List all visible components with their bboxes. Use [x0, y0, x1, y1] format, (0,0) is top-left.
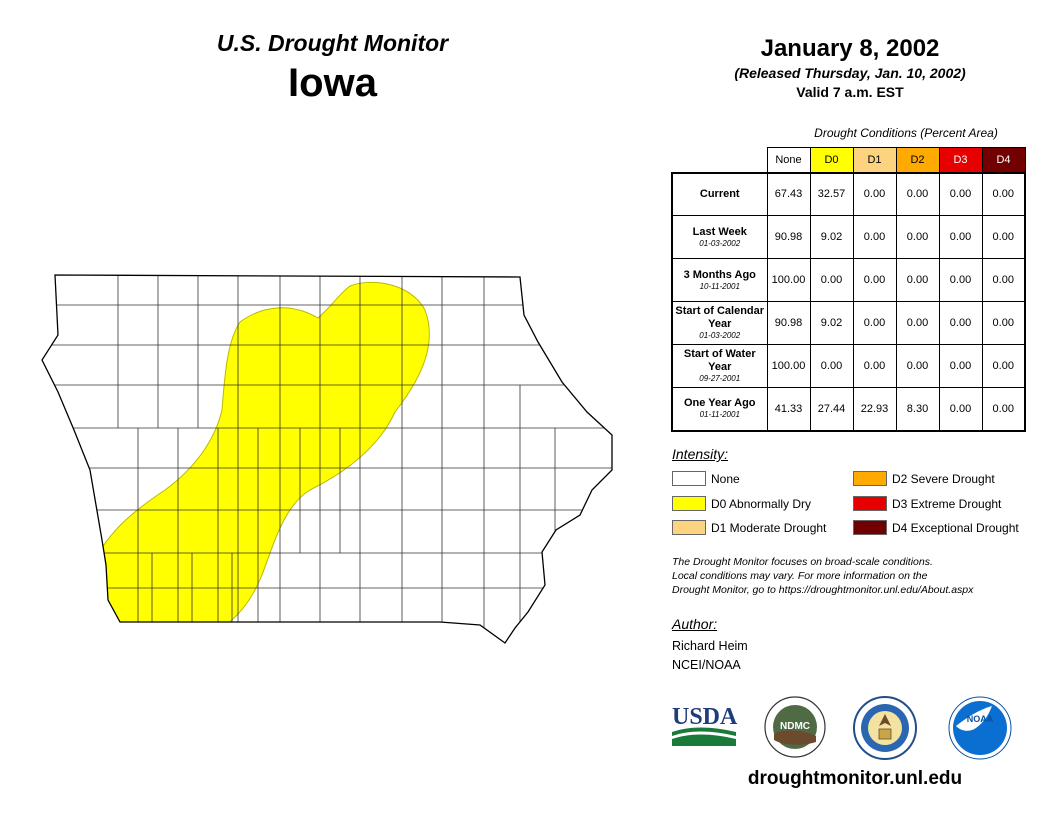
table-cell: 0.00 — [852, 344, 897, 388]
table-cell: 100.00 — [766, 344, 811, 388]
table-cell: 90.98 — [766, 215, 811, 259]
row-label: Start of Water Year 09-27-2001 — [671, 344, 768, 388]
col-header: D1 — [852, 147, 897, 173]
map-date: January 8, 2002 — [760, 35, 940, 62]
col-header: D2 — [895, 147, 940, 173]
table-cell: 0.00 — [981, 215, 1026, 259]
table-row: Start of Calendar Year 01-03-2002 90.98 9… — [671, 301, 1026, 345]
table-cell: 0.00 — [895, 215, 940, 259]
released-date: (Released Thursday, Jan. 10, 2002) — [734, 65, 966, 81]
legend-item-d0: D0 Abnormally Dry — [672, 496, 811, 511]
author-title: Author: — [672, 616, 718, 632]
col-header: D4 — [981, 147, 1026, 173]
legend-swatch — [853, 496, 887, 511]
table-cell: 0.00 — [938, 387, 983, 432]
table-cell: 0.00 — [895, 301, 940, 345]
table-row: Last Week 01-03-2002 90.98 9.02 0.00 0.00… — [671, 215, 1026, 259]
valid-time: Valid 7 a.m. EST — [796, 84, 904, 100]
author-org: NCEI/NOAA — [672, 658, 741, 672]
table-cell: 67.43 — [766, 171, 811, 216]
table-cell: 0.00 — [895, 344, 940, 388]
drought-conditions-table: None D0 D1 D2 D3 D4 Current 67.43 32.57 … — [671, 147, 1026, 432]
table-cell: 0.00 — [938, 301, 983, 345]
row-label: Current — [671, 171, 768, 216]
table-cell: 0.00 — [981, 258, 1026, 302]
legend-item-d4: D4 Exceptional Drought — [853, 520, 1019, 535]
author-name: Richard Heim — [672, 639, 748, 653]
legend-item-d1: D1 Moderate Drought — [672, 520, 826, 535]
legend-swatch — [853, 471, 887, 486]
legend-swatch — [672, 520, 706, 535]
table-cell: 0.00 — [809, 258, 854, 302]
svg-text:NDMC: NDMC — [780, 721, 810, 732]
table-cell: 27.44 — [809, 387, 854, 432]
table-cell: 0.00 — [981, 387, 1026, 432]
table-cell: 0.00 — [938, 258, 983, 302]
table-cell: 0.00 — [895, 171, 940, 216]
table-cell: 0.00 — [981, 344, 1026, 388]
table-cell: 9.02 — [809, 215, 854, 259]
table-cell: 0.00 — [852, 301, 897, 345]
table-cell: 0.00 — [981, 171, 1026, 216]
table-cell: 0.00 — [938, 171, 983, 216]
iowa-drought-map — [41, 274, 613, 644]
table-cell: 0.00 — [938, 215, 983, 259]
table-cell: 9.02 — [809, 301, 854, 345]
table-cell: 8.30 — [895, 387, 940, 432]
table-cell: 0.00 — [852, 258, 897, 302]
noaa-logo-icon: NOAA — [948, 696, 1012, 760]
legend-item-d3: D3 Extreme Drought — [853, 496, 1001, 511]
table-row: One Year Ago 01-11-2001 41.33 27.44 22.93… — [671, 387, 1026, 432]
col-header: D0 — [809, 147, 854, 173]
row-label: Start of Calendar Year 01-03-2002 — [671, 301, 768, 345]
website-url: droughtmonitor.unl.edu — [747, 768, 963, 789]
table-cell: 0.00 — [981, 301, 1026, 345]
table-row: Current 67.43 32.57 0.00 0.00 0.00 0.00 — [671, 171, 1026, 216]
usda-logo-icon: USDA — [672, 704, 738, 746]
table-cell: 0.00 — [852, 215, 897, 259]
author-info: Richard Heim NCEI/NOAA — [672, 637, 748, 675]
table-cell: 100.00 — [766, 258, 811, 302]
legend-swatch — [672, 471, 706, 486]
date-block: January 8, 2002 (Released Thursday, Jan.… — [700, 35, 1000, 100]
legend-swatch — [672, 496, 706, 511]
product-title: U.S. Drought Monitor — [216, 30, 449, 56]
table-cell: 0.00 — [852, 171, 897, 216]
table-row: 3 Months Ago 10-11-2001 100.00 0.00 0.00 … — [671, 258, 1026, 302]
table-header-row: None D0 D1 D2 D3 D4 — [672, 147, 1026, 173]
table-cell: 22.93 — [852, 387, 897, 432]
svg-text:NOAA: NOAA — [967, 714, 994, 724]
legend-title: Intensity: — [672, 446, 729, 462]
legend-item-none: None — [672, 471, 740, 486]
table-row: Start of Water Year 09-27-2001 100.00 0.0… — [671, 344, 1026, 388]
row-label: One Year Ago 01-11-2001 — [671, 387, 768, 432]
state-title: Iowa — [288, 61, 377, 105]
col-header: None — [766, 147, 811, 173]
legend-item-d2: D2 Severe Drought — [853, 471, 995, 486]
table-cell: 0.00 — [938, 344, 983, 388]
table-cell: 0.00 — [895, 258, 940, 302]
col-header: D3 — [938, 147, 983, 173]
table-cell: 32.57 — [809, 171, 854, 216]
svg-text:USDA: USDA — [672, 704, 738, 730]
commerce-seal-icon — [853, 696, 917, 760]
table-title: Drought Conditions (Percent Area) — [814, 126, 998, 140]
table-cell: 0.00 — [809, 344, 854, 388]
legend-swatch — [853, 520, 887, 535]
ndmc-seal-icon: NDMC — [764, 696, 826, 758]
table-cell: 41.33 — [766, 387, 811, 432]
row-label: Last Week 01-03-2002 — [671, 215, 768, 259]
row-label: 3 Months Ago 10-11-2001 — [671, 258, 768, 302]
table-cell: 90.98 — [766, 301, 811, 345]
title-block: U.S. Drought Monitor Iowa — [160, 30, 505, 106]
disclaimer: The Drought Monitor focuses on broad-sca… — [672, 556, 974, 596]
